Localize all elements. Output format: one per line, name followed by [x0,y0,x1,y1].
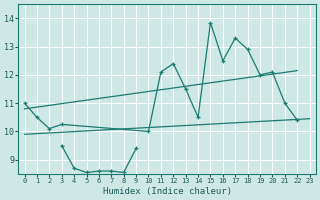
X-axis label: Humidex (Indice chaleur): Humidex (Indice chaleur) [103,187,232,196]
